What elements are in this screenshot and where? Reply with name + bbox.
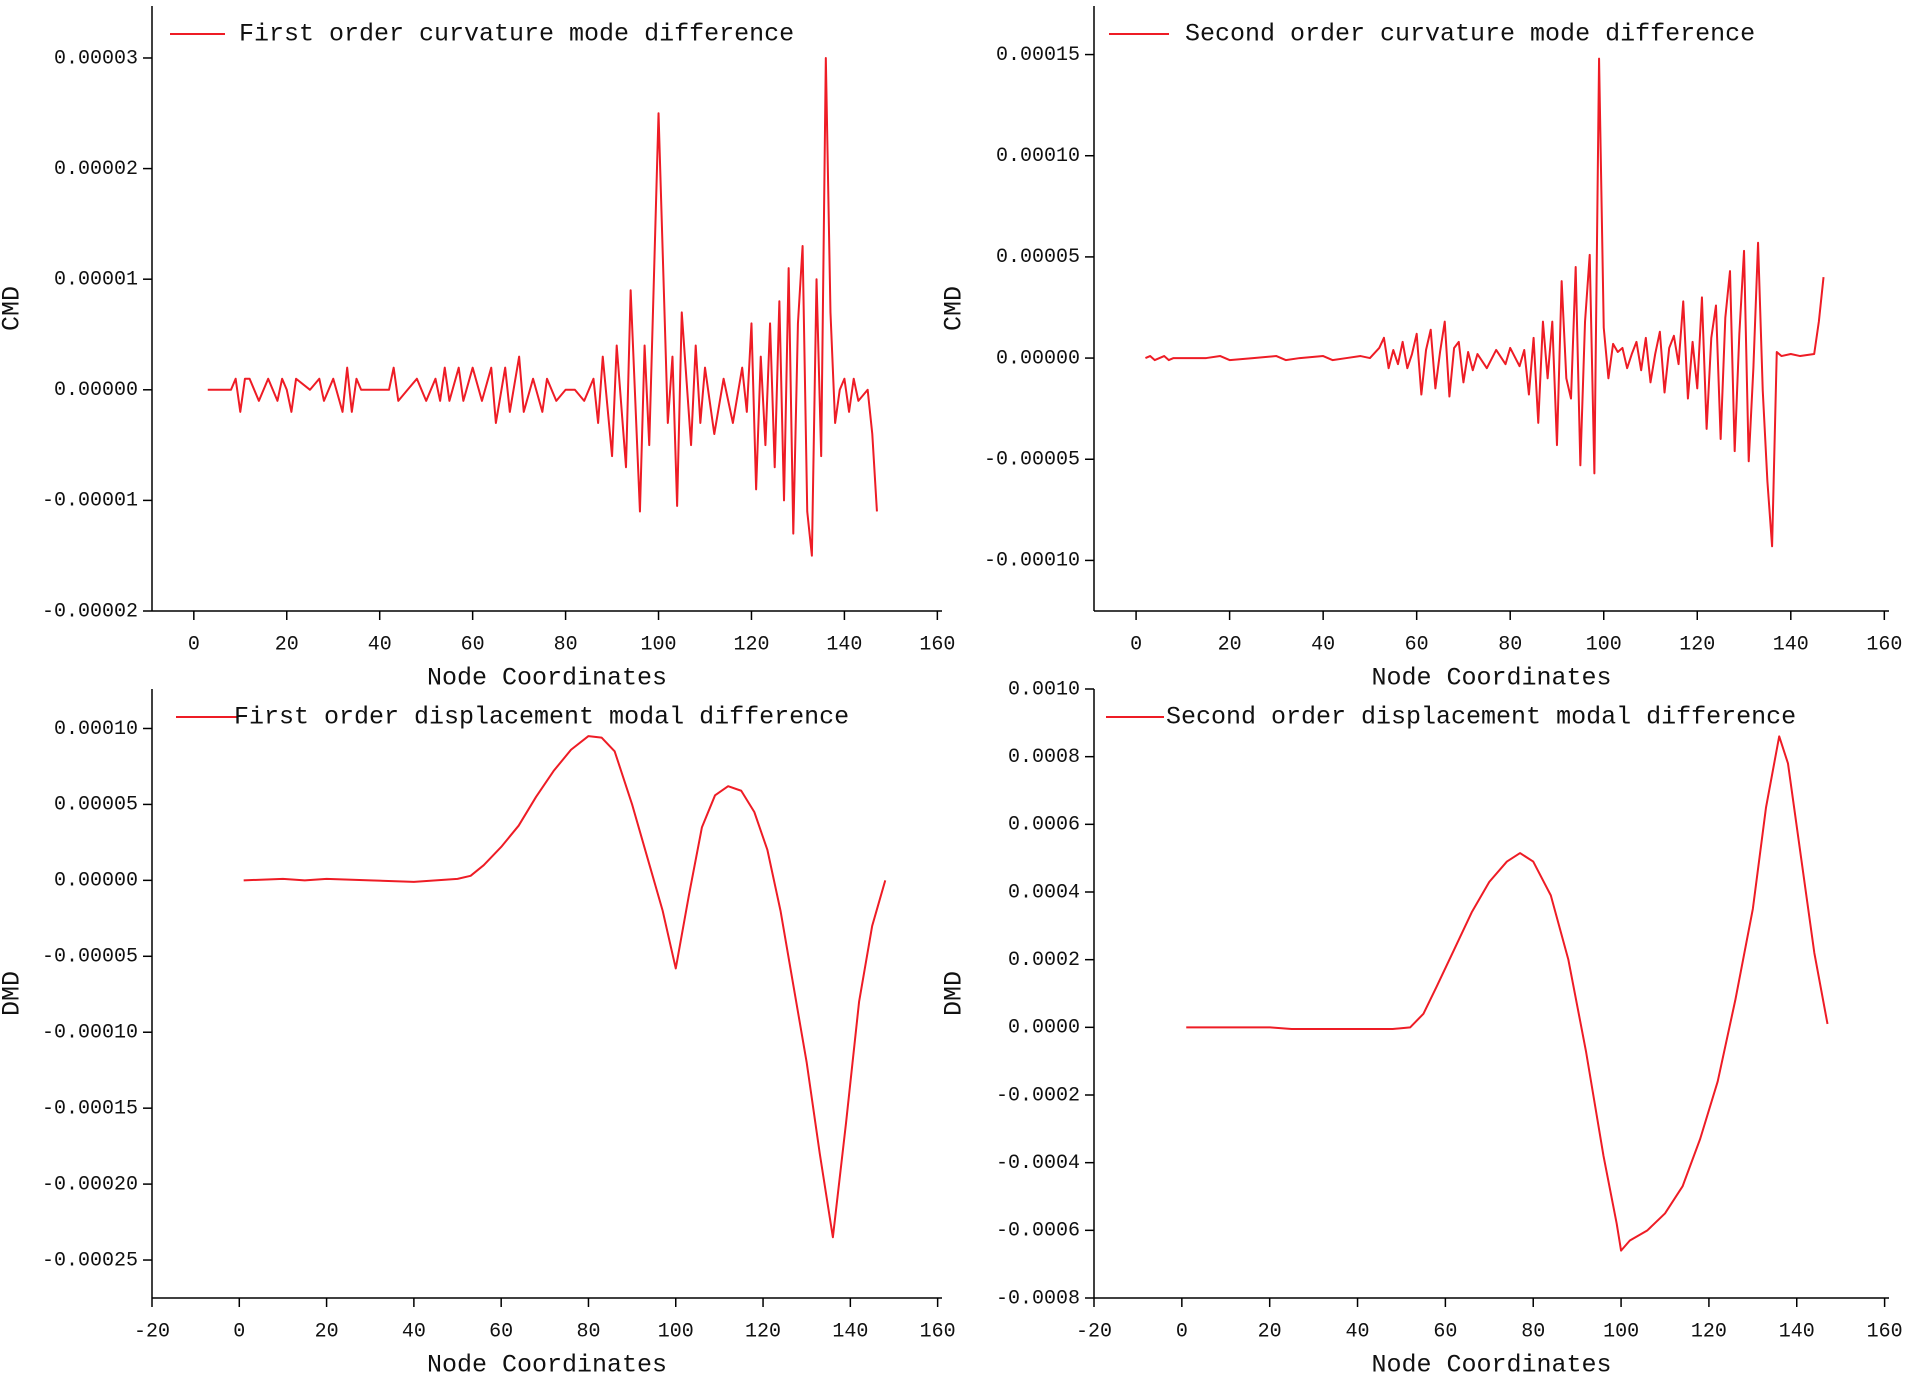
x-tick-label: 100 (658, 1320, 694, 1343)
y-axis-label: DMD (0, 971, 27, 1016)
x-tick-label: 80 (1498, 633, 1522, 656)
y-tick-label: 0.00000 (54, 870, 138, 893)
y-tick-label: -0.00001 (42, 490, 138, 513)
x-tick-label: 140 (1773, 633, 1809, 656)
x-tick-label: 20 (1258, 1320, 1282, 1343)
y-tick-label: -0.0004 (996, 1152, 1080, 1175)
x-tick-label: 20 (1218, 633, 1242, 656)
x-tick-label: 120 (1691, 1320, 1727, 1343)
y-tick-label: 0.0002 (1008, 949, 1080, 972)
y-tick-label: 0.0004 (1008, 881, 1080, 904)
x-tick-label: 0 (1130, 633, 1142, 656)
y-tick-label: 0.00005 (54, 794, 138, 817)
x-tick-label: 60 (461, 633, 485, 656)
x-tick-label: 0 (1176, 1320, 1188, 1343)
x-tick-label: -20 (134, 1320, 170, 1343)
x-axis-label: Node Coordinates (1371, 1351, 1611, 1379)
legend-label: Second order curvature mode difference (1185, 20, 1755, 49)
y-tick-label: 0.0010 (1008, 678, 1080, 701)
x-tick-label: 100 (1586, 633, 1622, 656)
x-tick-label: 120 (745, 1320, 781, 1343)
y-tick-label: 0.00001 (54, 268, 138, 291)
y-tick-label: -0.00015 (42, 1097, 138, 1120)
y-tick-label: 0.00010 (54, 718, 138, 741)
y-tick-label: -0.00020 (42, 1173, 138, 1196)
legend-label: Second order displacement modal differen… (1166, 703, 1796, 732)
x-tick-label: 80 (554, 633, 578, 656)
y-tick-label: 0.00002 (54, 158, 138, 181)
data-line (243, 735, 887, 1239)
x-tick-label: 160 (1866, 633, 1902, 656)
y-tick-label: -0.0006 (996, 1220, 1080, 1243)
y-tick-label: 0.0006 (1008, 814, 1080, 837)
x-tick-label: 60 (1433, 1320, 1457, 1343)
x-tick-label: 100 (1603, 1320, 1639, 1343)
x-tick-label: 140 (1779, 1320, 1815, 1343)
y-tick-label: -0.00025 (42, 1249, 138, 1272)
y-tick-label: -0.00005 (984, 449, 1080, 472)
x-tick-label: 160 (920, 1320, 956, 1343)
y-tick-label: -0.00005 (42, 946, 138, 969)
x-tick-label: 0 (233, 1320, 245, 1343)
x-tick-label: -20 (1076, 1320, 1112, 1343)
x-tick-label: 40 (1346, 1320, 1370, 1343)
x-tick-label: 160 (1867, 1320, 1903, 1343)
x-axis-label: Node Coordinates (427, 1351, 667, 1379)
x-axis-label: Node Coordinates (1371, 664, 1611, 693)
x-axis-label: Node Coordinates (427, 664, 667, 693)
x-tick-label: 60 (1405, 633, 1429, 656)
y-tick-label: 0.0008 (1008, 746, 1080, 769)
y-tick-label: -0.00002 (42, 600, 138, 623)
x-tick-label: 80 (1521, 1320, 1545, 1343)
y-tick-label: 0.00010 (996, 145, 1080, 168)
y-tick-label: 0.00003 (54, 47, 138, 70)
x-tick-label: 60 (489, 1320, 513, 1343)
subplot: -0.00002 -0.00001 0.00000 0.00001 0.00002 0.0… (0, 6, 955, 693)
y-tick-label: 0.00015 (996, 44, 1080, 67)
y-tick-label: -0.0008 (996, 1287, 1080, 1310)
x-tick-label: 120 (733, 633, 769, 656)
x-tick-label: 20 (315, 1320, 339, 1343)
data-line (207, 56, 878, 557)
y-tick-label: -0.00010 (984, 550, 1080, 573)
subplot: -0.00010 -0.00005 0.00000 0.00005 0.00010 0.0… (940, 6, 1902, 693)
x-tick-label: 100 (641, 633, 677, 656)
x-tick-label: 40 (1311, 633, 1335, 656)
legend-label: First order displacement modal differenc… (234, 703, 849, 732)
subplot: -0.0008 -0.0006 -0.0004 -0.0002 0.0000 0.0002… (940, 678, 1903, 1379)
y-tick-label: -0.00010 (42, 1022, 138, 1045)
y-tick-label: 0.00005 (996, 246, 1080, 269)
legend-label: First order curvature mode difference (239, 20, 794, 49)
x-tick-label: 40 (402, 1320, 426, 1343)
data-line (1186, 735, 1829, 1252)
x-tick-label: 140 (832, 1320, 868, 1343)
y-tick-label: 0.0000 (1008, 1017, 1080, 1040)
data-line (1145, 57, 1825, 548)
y-tick-label: 0.00000 (54, 379, 138, 402)
x-tick-label: 20 (275, 633, 299, 656)
x-tick-label: 40 (368, 633, 392, 656)
x-tick-label: 80 (576, 1320, 600, 1343)
subplot: -0.00025 -0.00020 -0.00015 -0.00010 -0.00005… (0, 689, 956, 1379)
y-axis-label: DMD (940, 971, 969, 1016)
x-tick-label: 0 (188, 633, 200, 656)
x-tick-label: 120 (1679, 633, 1715, 656)
x-tick-label: 160 (919, 633, 955, 656)
y-axis-label: CMD (940, 286, 969, 331)
y-tick-label: -0.0002 (996, 1084, 1080, 1107)
x-tick-label: 140 (826, 633, 862, 656)
y-tick-label: 0.00000 (996, 347, 1080, 370)
y-axis-label: CMD (0, 286, 27, 331)
